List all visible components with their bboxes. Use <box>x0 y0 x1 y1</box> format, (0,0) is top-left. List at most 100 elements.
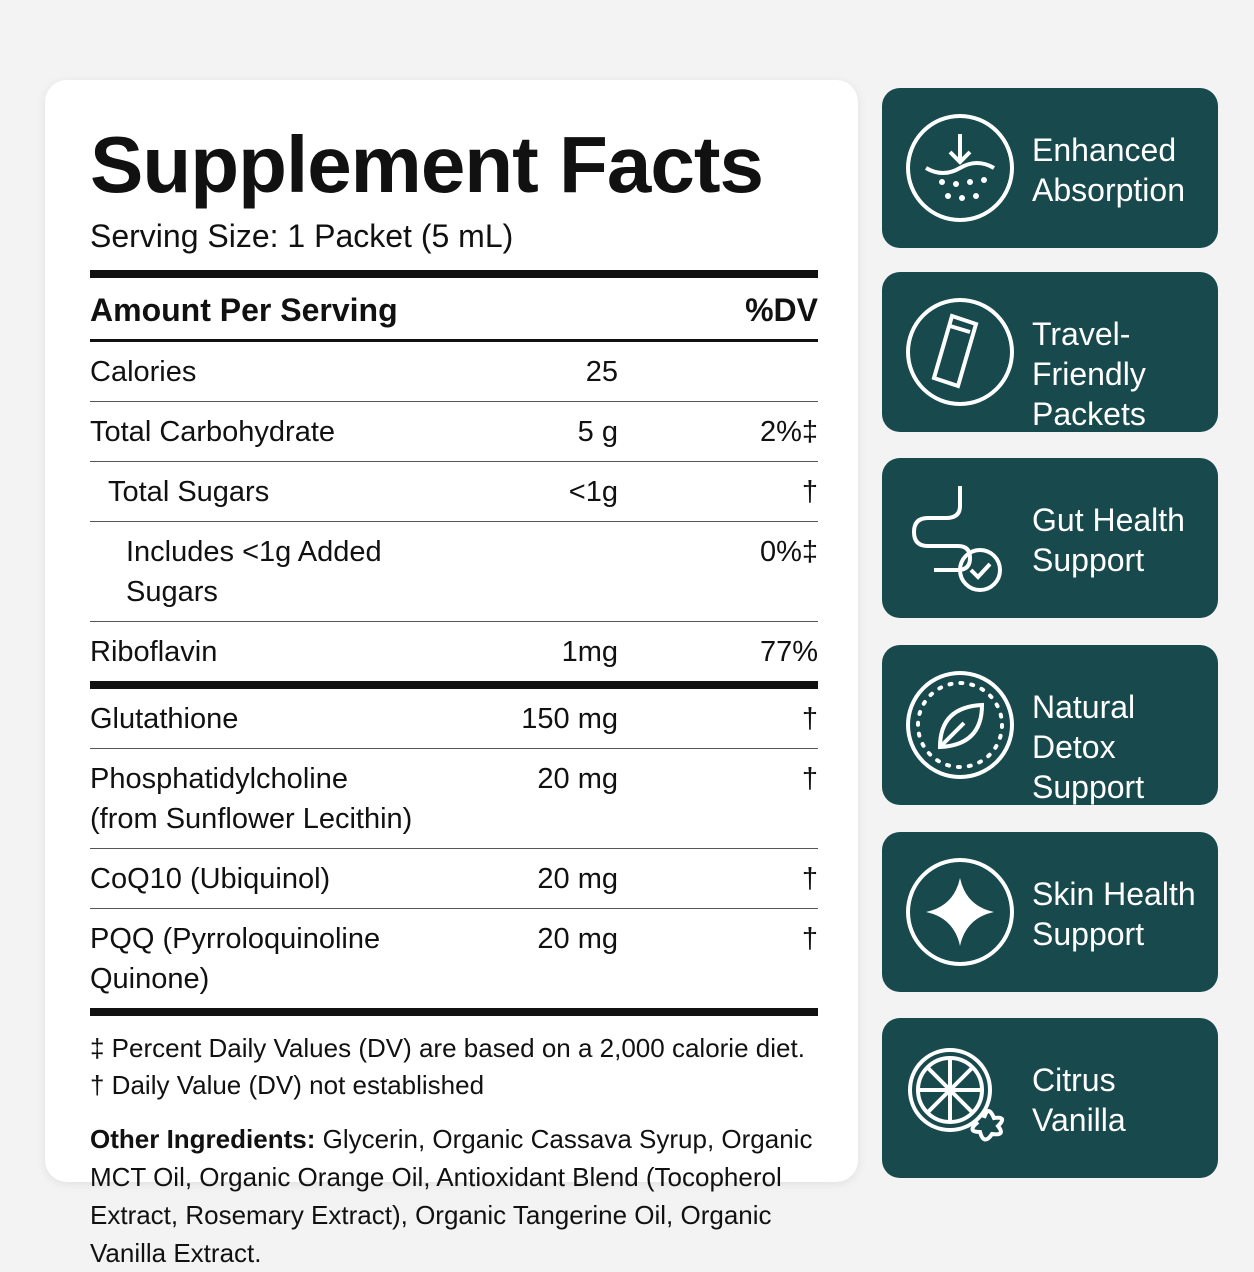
nutrient-cell: Riboflavin <box>90 632 438 672</box>
badge: Enhanced Absorption <box>882 88 1218 248</box>
nutrient-name: Calories <box>90 356 197 388</box>
badge: Skin Health Support <box>882 832 1218 992</box>
nutrient-cell: Phosphatidylcholine (from Sunflower Lecit… <box>90 759 438 839</box>
line: Citrus <box>1032 1062 1116 1098</box>
nutrient-name: Riboflavin <box>90 636 218 668</box>
footnote: ‡ Percent Daily Values (DV) are based on… <box>90 1033 805 1063</box>
nutrient-row: Phosphatidylcholine (from Sunflower Lecit… <box>90 749 818 849</box>
dv-cell: 0%‡ <box>618 532 818 612</box>
nutrient-row: Includes <1g Added Sugars 0%‡ <box>90 522 818 622</box>
nutrient-row: Total Carbohydrate 5 g 2%‡ <box>90 402 818 462</box>
nutrient-row: CoQ10 (Ubiquinol) 20 mg † <box>90 849 818 909</box>
nutrient-cell: Glutathione <box>90 699 438 739</box>
nutrient-row: PQQ (Pyrroloquinoline Quinone) 20 mg † <box>90 909 818 1008</box>
daily-value: † <box>801 763 818 795</box>
badge: Gut Health Support <box>882 458 1218 618</box>
dv-cell: † <box>618 472 818 512</box>
daily-value: † <box>801 923 818 955</box>
facts-title: Supplement Facts <box>90 120 764 209</box>
section: Calories 25 Total Carbohydrate 5 g 2%‡ Total … <box>90 342 818 681</box>
nutrient-name: CoQ10 (Ubiquinol) <box>90 863 331 895</box>
table-header: Amount Per Serving %DV <box>90 278 818 342</box>
nutrient-name: Glutathione <box>90 703 239 735</box>
dv-cell: † <box>618 699 818 739</box>
icon <box>908 1048 1005 1142</box>
line: Support <box>1032 916 1145 952</box>
dv-cell: † <box>618 919 818 999</box>
footnote: † Daily Value (DV) not established <box>90 1070 485 1100</box>
badge-label: Citrus Vanilla <box>1032 1060 1126 1140</box>
badge: Natural Detox Support <box>882 645 1218 805</box>
amount: 1mg <box>561 636 618 668</box>
nutrient-row: Calories 25 <box>90 342 818 402</box>
daily-value: 77% <box>759 636 818 668</box>
nutrient-cell: CoQ10 (Ubiquinol) <box>90 859 438 899</box>
line: Vanilla <box>1032 1102 1126 1138</box>
amount-cell: <1g <box>438 472 618 512</box>
section-rule <box>90 681 818 689</box>
amount: 20 mg <box>537 763 618 795</box>
nutrient-name: Total Carbohydrate <box>90 416 336 448</box>
amount-cell: 20 mg <box>438 919 618 999</box>
amount: 25 <box>585 356 618 388</box>
nutrient-name: Total Sugars <box>108 476 270 508</box>
amount-cell: 20 mg <box>438 759 618 839</box>
amount-cell <box>438 532 618 612</box>
nutrient-note: (from Sunflower Lecithin) <box>90 803 413 835</box>
line: Support <box>1032 542 1145 578</box>
other-ingredients: Other Ingredients: Glycerin, Organic Cas… <box>90 1120 818 1272</box>
icon <box>911 486 1002 592</box>
daily-value: † <box>801 476 818 508</box>
icon <box>906 671 1014 779</box>
line: Enhanced <box>1032 132 1177 168</box>
badge-label: Natural Detox Support <box>1032 687 1218 807</box>
line: Support <box>1032 769 1145 805</box>
amount-cell: 5 g <box>438 412 618 452</box>
header-amount: Amount Per Serving <box>90 292 398 328</box>
amount-cell: 20 mg <box>438 859 618 899</box>
amount: 150 mg <box>521 703 618 735</box>
dv-cell: † <box>618 759 818 839</box>
dv-cell: † <box>618 859 818 899</box>
daily-value: 2%‡ <box>759 416 818 448</box>
nutrient-cell: Total Carbohydrate <box>90 412 438 452</box>
amount: <1g <box>568 476 618 508</box>
badge-label: Travel-Friendly Packets <box>1032 314 1218 434</box>
amount-cell: 25 <box>438 352 618 392</box>
ingredients-text: Glycerin, Organic Cassava Syrup, Organic… <box>90 1124 813 1268</box>
nutrient-name: Phosphatidylcholine <box>90 763 348 795</box>
amount: 20 mg <box>537 863 618 895</box>
amount-cell: 1mg <box>438 632 618 672</box>
facts-table: Calories 25 Total Carbohydrate 5 g 2%‡ Total … <box>90 342 818 1016</box>
footnotes: ‡ Percent Daily Values (DV) are based on… <box>90 1030 818 1104</box>
amount-cell: 150 mg <box>438 699 618 739</box>
icon <box>906 298 1014 406</box>
rule <box>90 270 818 278</box>
amount: 5 g <box>577 416 618 448</box>
daily-value: † <box>801 863 818 895</box>
amount: 20 mg <box>537 923 618 955</box>
nutrient-row: Glutathione 150 mg † <box>90 689 818 749</box>
badge: Citrus Vanilla <box>882 1018 1218 1178</box>
nutrient-cell: Calories <box>90 352 438 392</box>
line: Natural Detox <box>1032 689 1136 765</box>
line: Travel-Friendly <box>1032 316 1146 392</box>
section-rule <box>90 1008 818 1016</box>
icon <box>906 858 1014 966</box>
daily-value: † <box>801 703 818 735</box>
nutrient-row: Total Sugars <1g † <box>90 462 818 522</box>
ingredients-label: Other Ingredients: <box>90 1124 316 1154</box>
header-dv: %DV <box>745 292 818 328</box>
facts-panel: Supplement Facts Serving Size: 1 Packet … <box>90 120 818 1272</box>
nutrient-row: Riboflavin 1mg 77% <box>90 622 818 681</box>
dv-cell: 77% <box>618 632 818 672</box>
badge-label: Skin Health Support <box>1032 874 1196 954</box>
facts-card: Supplement Facts Serving Size: 1 Packet … <box>45 80 858 1268</box>
nutrient-name: PQQ (Pyrroloquinoline Quinone) <box>90 923 381 995</box>
dv-cell: 2%‡ <box>618 412 818 452</box>
nutrient-cell: Includes <1g Added Sugars <box>90 532 438 612</box>
line: Skin Health <box>1032 876 1196 912</box>
serving-size: Serving Size: 1 Packet (5 mL) <box>90 218 514 254</box>
icon <box>906 114 1014 222</box>
